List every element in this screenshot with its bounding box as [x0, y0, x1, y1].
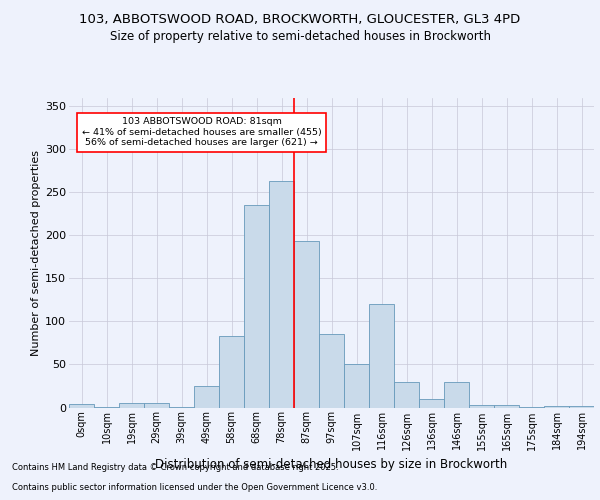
X-axis label: Distribution of semi-detached houses by size in Brockworth: Distribution of semi-detached houses by …	[155, 458, 508, 471]
Bar	[519, 406, 544, 408]
Text: 103, ABBOTSWOOD ROAD, BROCKWORTH, GLOUCESTER, GL3 4PD: 103, ABBOTSWOOD ROAD, BROCKWORTH, GLOUCE…	[79, 12, 521, 26]
Bar	[269, 181, 294, 408]
Bar	[169, 406, 194, 408]
Bar	[544, 406, 569, 407]
Bar	[319, 334, 344, 407]
Bar	[469, 405, 494, 407]
Bar	[344, 364, 369, 408]
Y-axis label: Number of semi-detached properties: Number of semi-detached properties	[31, 150, 41, 356]
Text: Size of property relative to semi-detached houses in Brockworth: Size of property relative to semi-detach…	[110, 30, 491, 43]
Bar	[369, 304, 394, 408]
Bar	[94, 406, 119, 408]
Bar	[119, 403, 144, 407]
Bar	[569, 406, 594, 407]
Bar	[419, 399, 444, 407]
Bar	[294, 242, 319, 408]
Bar	[394, 382, 419, 407]
Bar	[69, 404, 94, 407]
Bar	[444, 382, 469, 407]
Bar	[194, 386, 219, 407]
Bar	[144, 403, 169, 407]
Text: Contains public sector information licensed under the Open Government Licence v3: Contains public sector information licen…	[12, 484, 377, 492]
Bar	[244, 205, 269, 408]
Bar	[494, 405, 519, 407]
Bar	[219, 336, 244, 407]
Text: Contains HM Land Registry data © Crown copyright and database right 2025.: Contains HM Land Registry data © Crown c…	[12, 464, 338, 472]
Text: 103 ABBOTSWOOD ROAD: 81sqm
← 41% of semi-detached houses are smaller (455)
56% o: 103 ABBOTSWOOD ROAD: 81sqm ← 41% of semi…	[82, 118, 322, 147]
